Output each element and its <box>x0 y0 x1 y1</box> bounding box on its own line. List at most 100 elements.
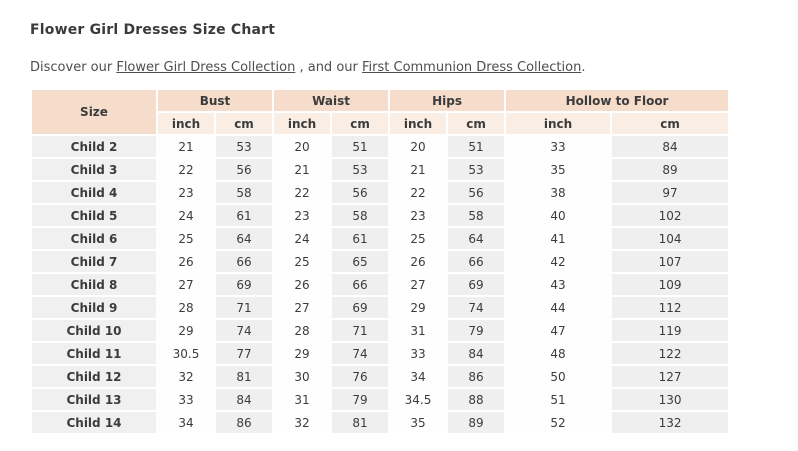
measurement-cell: 74 <box>332 343 389 364</box>
first-communion-collection-link[interactable]: First Communion Dress Collection <box>362 60 582 75</box>
measurement-cell: 26 <box>274 274 331 295</box>
measurement-cell: 56 <box>332 182 389 203</box>
measurement-cell: 69 <box>448 274 505 295</box>
measurement-cell: 21 <box>390 159 447 180</box>
measurement-cell: 56 <box>448 182 505 203</box>
measurement-cell: 32 <box>158 366 214 387</box>
measurement-cell: 84 <box>216 389 273 410</box>
measurement-cell: 51 <box>332 136 389 157</box>
measurement-cell: 23 <box>274 205 331 226</box>
measurement-cell: 69 <box>216 274 273 295</box>
page-container: Flower Girl Dresses Size Chart Discover … <box>30 22 768 435</box>
measurement-cell: 38 <box>506 182 611 203</box>
measurement-cell: 29 <box>158 320 214 341</box>
measurement-cell: 25 <box>274 251 331 272</box>
measurement-cell: 25 <box>390 228 447 249</box>
measurement-cell: 27 <box>274 297 331 318</box>
measurement-cell: 61 <box>216 205 273 226</box>
measurement-cell: 122 <box>612 343 729 364</box>
page-title: Flower Girl Dresses Size Chart <box>30 22 276 38</box>
table-row: Child 2 21 53 20 51 20 51 33 84 <box>32 136 729 157</box>
measurement-cell: 53 <box>216 136 273 157</box>
measurement-cell: 81 <box>216 366 273 387</box>
size-cell: Child 10 <box>32 320 156 341</box>
measurement-cell: 31 <box>390 320 447 341</box>
measurement-cell: 33 <box>506 136 611 157</box>
measurement-cell: 61 <box>332 228 389 249</box>
measurement-cell: 48 <box>506 343 611 364</box>
measurement-cell: 25 <box>158 228 214 249</box>
measurement-cell: 127 <box>612 366 729 387</box>
intro-suffix: . <box>581 60 586 75</box>
measurement-cell: 52 <box>506 412 611 433</box>
measurement-cell: 69 <box>332 297 389 318</box>
hollow-cm-header: cm <box>612 113 729 134</box>
measurement-cell: 97 <box>612 182 729 203</box>
measurement-cell: 32 <box>274 412 331 433</box>
measurement-cell: 104 <box>612 228 729 249</box>
measurement-cell: 71 <box>216 297 273 318</box>
measurement-cell: 23 <box>158 182 214 203</box>
measurement-cell: 35 <box>390 412 447 433</box>
size-cell: Child 6 <box>32 228 156 249</box>
measurement-cell: 34.5 <box>390 389 447 410</box>
measurement-cell: 43 <box>506 274 611 295</box>
measurement-cell: 42 <box>506 251 611 272</box>
measurement-cell: 107 <box>612 251 729 272</box>
intro-separator: , and our <box>295 60 362 75</box>
group-header-row: Size Bust Waist Hips Hollow to Floor <box>32 90 729 134</box>
measurement-cell: 66 <box>332 274 389 295</box>
measurement-cell: 119 <box>612 320 729 341</box>
measurement-cell: 58 <box>448 205 505 226</box>
measurement-cell: 64 <box>448 228 505 249</box>
measurement-cell: 35 <box>506 159 611 180</box>
measurement-cell: 112 <box>612 297 729 318</box>
measurement-cell: 56 <box>216 159 273 180</box>
intro-paragraph: Discover our Flower Girl Dress Collectio… <box>30 60 768 75</box>
measurement-cell: 40 <box>506 205 611 226</box>
intro-prefix: Discover our <box>30 60 117 75</box>
measurement-cell: 132 <box>612 412 729 433</box>
measurement-cell: 20 <box>274 136 331 157</box>
measurement-cell: 51 <box>506 389 611 410</box>
table-row: Child 10 29 74 28 71 31 79 47 119 <box>32 320 729 341</box>
bust-cm-header: cm <box>216 113 273 134</box>
waist-group-header: Waist <box>274 90 389 111</box>
size-cell: Child 9 <box>32 297 156 318</box>
measurement-cell: 109 <box>612 274 729 295</box>
size-cell: Child 13 <box>32 389 156 410</box>
measurement-cell: 20 <box>390 136 447 157</box>
measurement-cell: 79 <box>332 389 389 410</box>
measurement-cell: 84 <box>448 343 505 364</box>
size-cell: Child 5 <box>32 205 156 226</box>
measurement-cell: 65 <box>332 251 389 272</box>
measurement-cell: 76 <box>332 366 389 387</box>
measurement-cell: 29 <box>390 297 447 318</box>
measurement-cell: 26 <box>390 251 447 272</box>
measurement-cell: 44 <box>506 297 611 318</box>
size-cell: Child 11 <box>32 343 156 364</box>
table-row: Child 6 25 64 24 61 25 64 41 104 <box>32 228 729 249</box>
measurement-cell: 31 <box>274 389 331 410</box>
waist-inch-header: inch <box>274 113 331 134</box>
measurement-cell: 71 <box>332 320 389 341</box>
hollow-inch-header: inch <box>506 113 611 134</box>
measurement-cell: 22 <box>390 182 447 203</box>
measurement-cell: 89 <box>612 159 729 180</box>
size-chart-table: Size Bust Waist Hips Hollow to Floor inc… <box>30 88 730 435</box>
measurement-cell: 81 <box>332 412 389 433</box>
measurement-cell: 47 <box>506 320 611 341</box>
hollow-to-floor-group-header: Hollow to Floor <box>506 90 729 111</box>
measurement-cell: 33 <box>158 389 214 410</box>
size-cell: Child 7 <box>32 251 156 272</box>
flower-girl-collection-link[interactable]: Flower Girl Dress Collection <box>116 60 296 75</box>
measurement-cell: 64 <box>216 228 273 249</box>
measurement-cell: 74 <box>216 320 273 341</box>
measurement-cell: 102 <box>612 205 729 226</box>
measurement-cell: 30 <box>274 366 331 387</box>
table-row: Child 3 22 56 21 53 21 53 35 89 <box>32 159 729 180</box>
size-cell: Child 8 <box>32 274 156 295</box>
bust-group-header: Bust <box>158 90 273 111</box>
measurement-cell: 79 <box>448 320 505 341</box>
measurement-cell: 130 <box>612 389 729 410</box>
